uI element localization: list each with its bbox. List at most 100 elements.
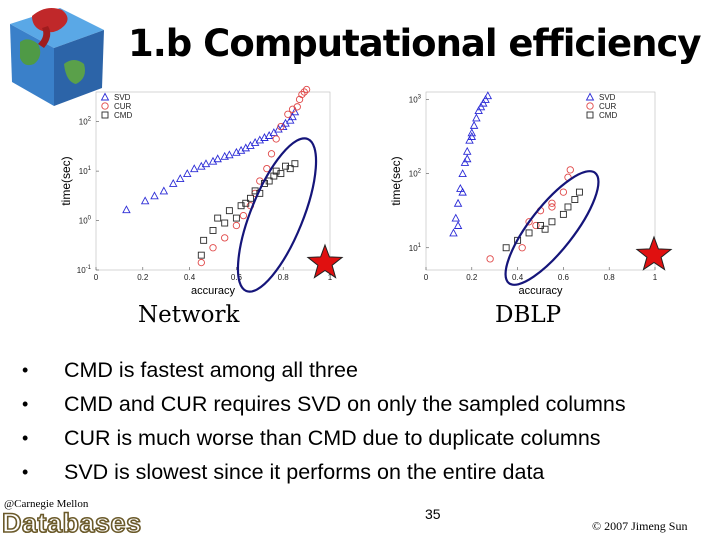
point-svd: [453, 221, 463, 229]
point-cmd: [564, 203, 572, 211]
y-tick-base: 10: [409, 170, 418, 179]
point-cur: [518, 244, 526, 252]
y-tick-base: 10: [79, 118, 88, 127]
point-svd: [462, 154, 472, 163]
point-cmd: [221, 219, 229, 227]
point-svd: [201, 159, 211, 168]
point-svd: [472, 113, 481, 122]
x-tick-label: 0: [94, 273, 99, 282]
point-svd: [456, 183, 465, 192]
point-cmd: [525, 229, 533, 237]
point-svd: [458, 187, 467, 196]
point-svd: [183, 169, 192, 178]
point-cur: [267, 150, 276, 158]
bullet-item: • SVD is slowest since it performs on the…: [22, 455, 626, 489]
point-cur: [298, 90, 306, 99]
point-svd: [159, 186, 169, 195]
point-svd: [122, 205, 131, 214]
y-tick-exponent: 3: [418, 94, 422, 100]
y-tick-base: 10: [409, 95, 418, 104]
point-svd: [168, 179, 178, 187]
bullet-text: CUR is much worse than CMD due to duplic…: [64, 426, 601, 450]
legend-marker-cmd: [586, 111, 594, 119]
y-tick-base: 10: [409, 244, 418, 253]
x-tick-label: 0.8: [278, 273, 290, 282]
x-axis-label: accuracy: [191, 285, 236, 297]
point-cur: [302, 85, 311, 94]
logo-cube-icon: [10, 8, 104, 106]
point-cur: [197, 258, 205, 267]
bullet-dot-icon: •: [22, 394, 29, 414]
point-svd: [449, 228, 458, 237]
series-cmd: [502, 188, 583, 252]
y-tick-exponent: 2: [418, 169, 422, 175]
slide-title: 1.b Computational efficiency: [128, 22, 702, 65]
cmu-logo-text: @Carnegie Mellon: [4, 498, 89, 510]
point-cur: [221, 234, 229, 242]
copyright-text: © 2007 Jimeng Sun: [592, 519, 688, 533]
bullet-dot-icon: •: [22, 360, 29, 380]
point-svd: [213, 154, 222, 163]
bullet-text: SVD is slowest since it performs on the …: [64, 460, 545, 484]
y-tick-label: 10-1: [77, 265, 92, 275]
y-tick-label: 103: [409, 94, 422, 104]
network-caption: Network: [138, 302, 240, 328]
y-axis-label: time(sec): [389, 156, 403, 205]
point-cur: [209, 244, 217, 252]
point-cur: [272, 135, 280, 143]
point-cmd: [232, 214, 240, 222]
point-svd: [469, 120, 479, 129]
point-svd: [453, 198, 463, 207]
point-svd: [140, 196, 150, 205]
y-tick-label: 101: [79, 166, 92, 176]
x-tick-label: 1: [653, 273, 658, 282]
y-tick-label: 101: [409, 243, 422, 253]
plot-area: [425, 91, 656, 271]
point-cur: [532, 221, 540, 230]
point-cur: [525, 218, 533, 226]
point-svd: [465, 135, 474, 144]
dblp-caption: DBLP: [495, 302, 562, 328]
x-tick-label: 0.2: [137, 273, 149, 282]
bullet-item: • CUR is much worse than CMD due to dupli…: [22, 421, 626, 455]
point-svd: [460, 158, 470, 166]
point-cmd: [575, 188, 583, 196]
point-cur: [566, 166, 574, 174]
x-tick-label: 0: [424, 273, 429, 282]
point-cmd: [225, 207, 233, 215]
point-cmd: [246, 194, 254, 202]
point-svd: [175, 174, 185, 182]
point-cmd: [237, 202, 245, 210]
point-svd: [190, 164, 199, 173]
bullet-item: • CMD and CUR requires SVD on only the sa…: [22, 387, 626, 421]
legend-marker-cmd: [101, 111, 109, 119]
point-cmd: [537, 222, 544, 229]
point-cmd: [272, 167, 280, 175]
plot-area: [95, 91, 331, 271]
point-cmd: [242, 199, 250, 207]
y-tick-base: 10: [79, 217, 88, 226]
point-svd: [288, 112, 297, 121]
point-svd: [467, 132, 477, 140]
point-cmd: [559, 210, 567, 218]
point-cur: [293, 103, 301, 111]
x-tick-label: 0.6: [558, 273, 570, 282]
bullet-text: CMD is fastest among all three: [64, 358, 358, 382]
x-tick-label: 1: [328, 273, 333, 282]
point-cmd: [541, 225, 549, 233]
point-svd: [467, 128, 477, 137]
point-cmd: [282, 162, 289, 170]
point-cmd: [270, 172, 278, 180]
y-axis-label: time(sec): [59, 156, 73, 205]
y-tick-exponent: -1: [86, 265, 92, 271]
legend-label-cur: CUR: [599, 102, 617, 111]
point-cmd: [548, 218, 556, 226]
point-cur: [277, 122, 285, 131]
point-cmd: [571, 196, 579, 203]
x-tick-label: 0.4: [184, 273, 196, 282]
legend-label-cmd: CMD: [114, 111, 132, 120]
dblp-chart: 0 0.2 0.4 0.6 0.8 1101102103accuracytime(sec)…: [389, 91, 673, 297]
point-cur: [548, 203, 556, 211]
point-cur: [232, 221, 241, 230]
